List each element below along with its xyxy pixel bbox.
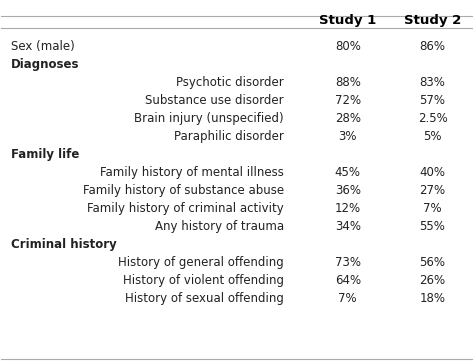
Text: 45%: 45% [335,166,361,179]
Text: 80%: 80% [335,40,361,53]
Text: History of general offending: History of general offending [118,256,284,269]
Text: 36%: 36% [335,184,361,197]
Text: 83%: 83% [419,76,446,89]
Text: 18%: 18% [419,292,446,305]
Text: Study 1: Study 1 [319,14,376,27]
Text: Family life: Family life [11,148,79,161]
Text: 5%: 5% [423,130,442,143]
Text: Paraphilic disorder: Paraphilic disorder [174,130,284,143]
Text: Study 2: Study 2 [404,14,461,27]
Text: History of violent offending: History of violent offending [123,274,284,287]
Text: 55%: 55% [419,220,446,233]
Text: Substance use disorder: Substance use disorder [146,94,284,107]
Text: 28%: 28% [335,112,361,125]
Text: Family history of criminal activity: Family history of criminal activity [87,202,284,215]
Text: Sex (male): Sex (male) [11,40,74,53]
Text: 26%: 26% [419,274,446,287]
Text: Family history of substance abuse: Family history of substance abuse [83,184,284,197]
Text: Any history of trauma: Any history of trauma [155,220,284,233]
Text: 27%: 27% [419,184,446,197]
Text: History of sexual offending: History of sexual offending [125,292,284,305]
Text: 86%: 86% [419,40,446,53]
Text: 12%: 12% [335,202,361,215]
Text: Psychotic disorder: Psychotic disorder [176,76,284,89]
Text: Diagnoses: Diagnoses [11,58,79,71]
Text: 57%: 57% [419,94,446,107]
Text: Brain injury (unspecified): Brain injury (unspecified) [135,112,284,125]
Text: 7%: 7% [423,202,442,215]
Text: Family history of mental illness: Family history of mental illness [100,166,284,179]
Text: 88%: 88% [335,76,361,89]
Text: 64%: 64% [335,274,361,287]
Text: 7%: 7% [338,292,357,305]
Text: Criminal history: Criminal history [11,238,117,251]
Text: 34%: 34% [335,220,361,233]
Text: 73%: 73% [335,256,361,269]
Text: 40%: 40% [419,166,446,179]
Text: 56%: 56% [419,256,446,269]
Text: 2.5%: 2.5% [418,112,447,125]
Text: 3%: 3% [338,130,357,143]
Text: 72%: 72% [335,94,361,107]
